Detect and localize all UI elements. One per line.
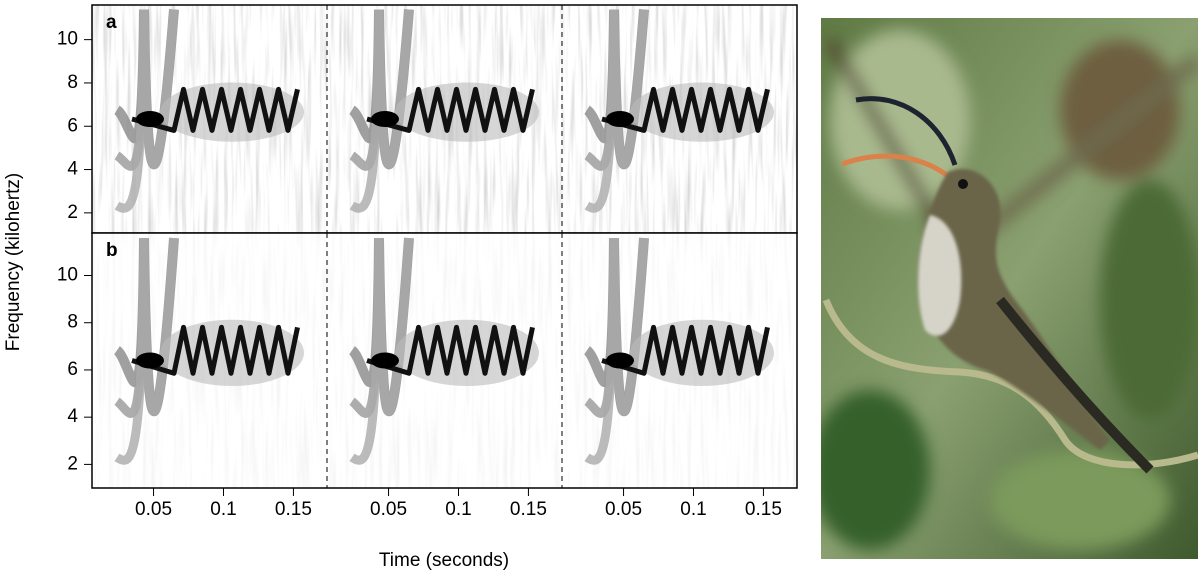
call-peak [606, 352, 634, 369]
y-tick-label: 8 [67, 72, 78, 93]
x-tick-label: 0.05 [370, 499, 407, 520]
call-trill [131, 324, 300, 376]
y-tick-label: 4 [67, 406, 78, 427]
y-tick-label: 6 [67, 359, 78, 380]
call-harmonic [114, 237, 179, 465]
y-tick-label: 6 [67, 115, 78, 136]
call-peak [606, 111, 634, 127]
x-tick-label: 0.15 [275, 499, 312, 520]
y-axis-label: Frequency (kilohertz) [3, 173, 24, 351]
panel-label: b [106, 240, 118, 261]
panel-frame [91, 232, 798, 489]
x-axis-label: Time (seconds) [379, 550, 509, 571]
call-trill [601, 86, 770, 133]
call-peak [371, 352, 399, 369]
spectrogram-panel: b 2 4 6 8 10 [57, 232, 798, 489]
x-tick-label: 0.1 [210, 499, 236, 520]
call-harmonic [584, 237, 649, 465]
spectrogram-panel: a 2 4 6 8 10 [57, 4, 798, 234]
call-harmonic [114, 9, 179, 213]
y-tick-label: 2 [67, 453, 78, 474]
call-harmonic [584, 9, 649, 213]
x-tick-label: 0.1 [680, 499, 706, 520]
y-tick-label: 4 [67, 159, 78, 180]
call-peak [136, 352, 164, 369]
x-tick-label: 0.1 [445, 499, 471, 520]
call-peak [371, 111, 399, 127]
x-tick-label: 0.15 [510, 499, 547, 520]
y-tick-label: 2 [67, 202, 78, 223]
y-tick-label: 8 [67, 312, 78, 333]
call-trill [601, 324, 770, 376]
call-trill [366, 324, 535, 376]
call-harmonic [349, 9, 414, 213]
y-tick-label: 10 [57, 29, 78, 50]
x-tick-label: 0.15 [745, 499, 782, 520]
x-tick-label: 0.05 [135, 499, 172, 520]
x-tick-label: 0.05 [605, 499, 642, 520]
call-peak [136, 111, 164, 127]
call-harmonic [349, 237, 414, 465]
panel-label: a [106, 12, 117, 33]
call-trill [131, 86, 300, 133]
call-trill [366, 86, 535, 133]
y-tick-label: 10 [57, 265, 78, 286]
spectrograms: a 2 4 6 8 10 b 2 4 6 8 10 0.05 0.1 0.15 0.05 0.1 0.15 0.05… [57, 4, 798, 520]
hummingbird-photo [821, 18, 1198, 559]
